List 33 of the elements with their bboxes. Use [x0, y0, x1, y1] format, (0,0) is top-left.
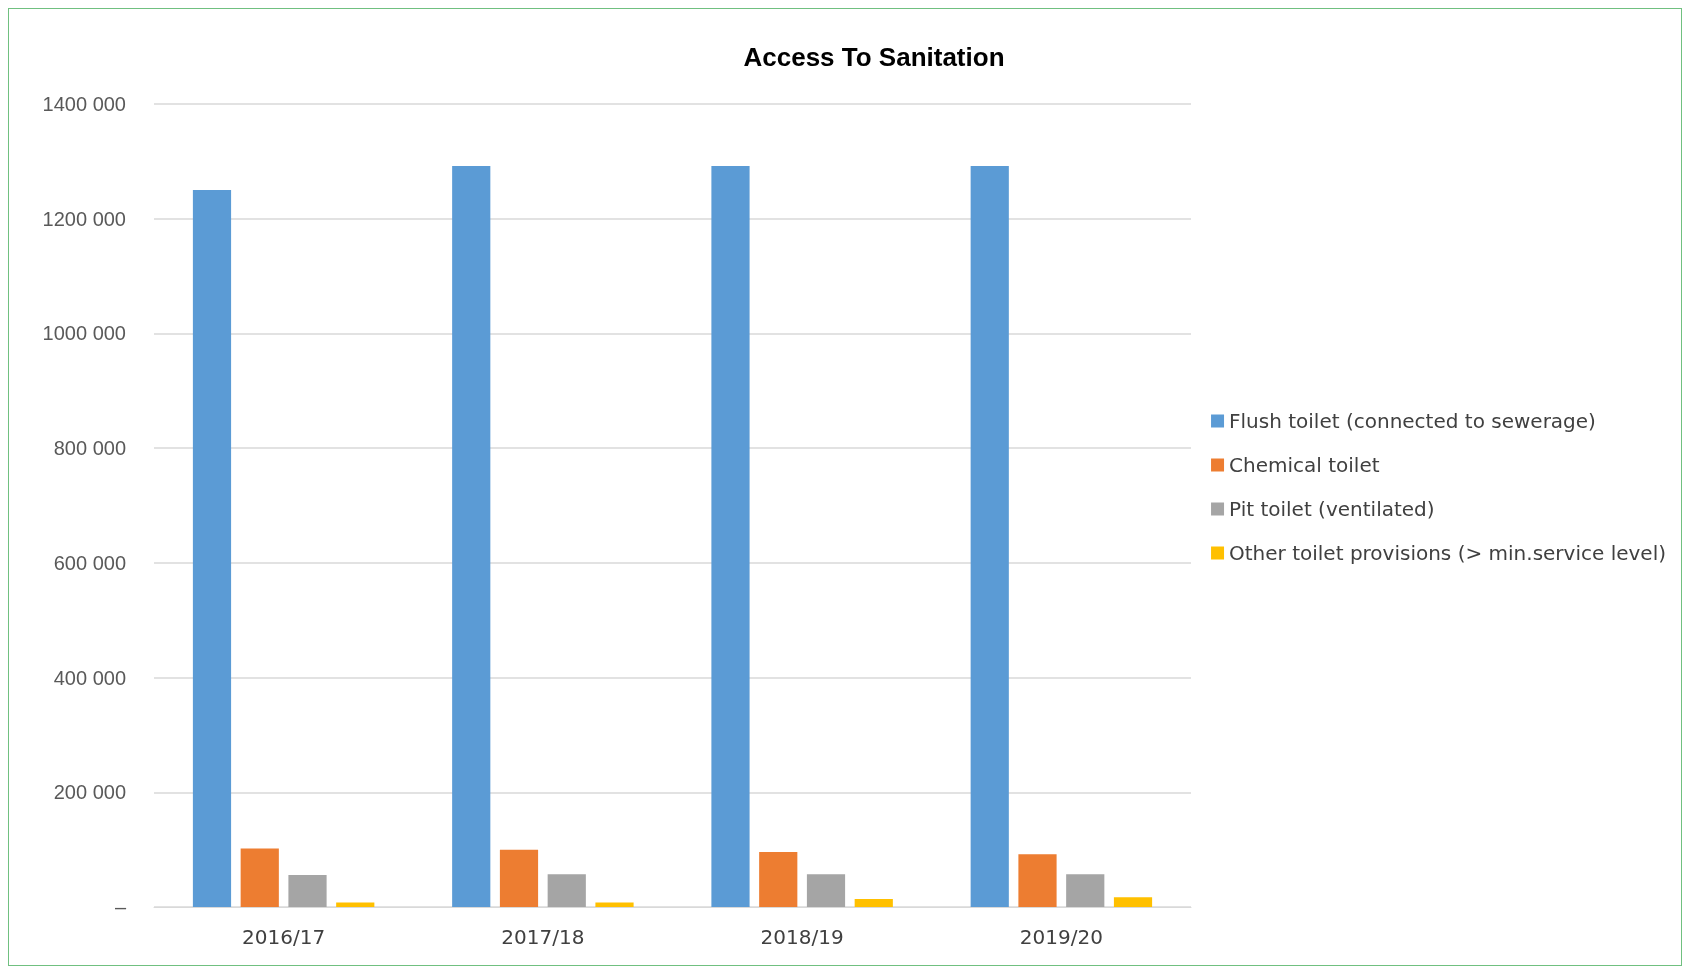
x-tick-label: 2016/17: [242, 925, 326, 949]
bar: [970, 165, 1009, 907]
bar: [1018, 854, 1057, 907]
bar: [854, 898, 893, 907]
bar: [499, 849, 539, 907]
y-tick-label: 800 000: [53, 437, 126, 460]
legend-label: Chemical toilet: [1229, 453, 1380, 477]
bar: [240, 848, 279, 907]
bar: [336, 902, 375, 907]
bar: [547, 874, 586, 907]
bar: [1113, 897, 1153, 907]
x-tick-label: 2019/20: [1019, 925, 1103, 949]
legend-label: Flush toilet (connected to sewerage): [1229, 409, 1596, 433]
bar: [452, 165, 491, 907]
y-tick-label: 400 000: [53, 666, 126, 689]
y-tick-label: 1200 000: [42, 207, 126, 230]
bar: [595, 902, 634, 907]
bar: [759, 851, 798, 907]
bar: [806, 874, 846, 907]
legend-label: Other toilet provisions (> min.service level): [1229, 541, 1667, 565]
bar: [711, 165, 750, 907]
bar: [192, 190, 232, 907]
x-tick-label: 2018/19: [760, 925, 844, 949]
x-tick-label: 2017/18: [501, 925, 585, 949]
y-tick-label: 600 000: [53, 551, 126, 574]
legend-label: Pit toilet (ventilated): [1229, 497, 1435, 521]
y-tick-label: 200 000: [53, 781, 126, 804]
y-tick-label: 1000 000: [42, 322, 126, 345]
y-tick-label: 1400 000: [42, 93, 126, 115]
y-tick-label: –: [114, 896, 127, 918]
bar: [1066, 874, 1105, 907]
chart-title: Access To Sanitation: [743, 42, 1005, 72]
bar: [288, 874, 327, 907]
